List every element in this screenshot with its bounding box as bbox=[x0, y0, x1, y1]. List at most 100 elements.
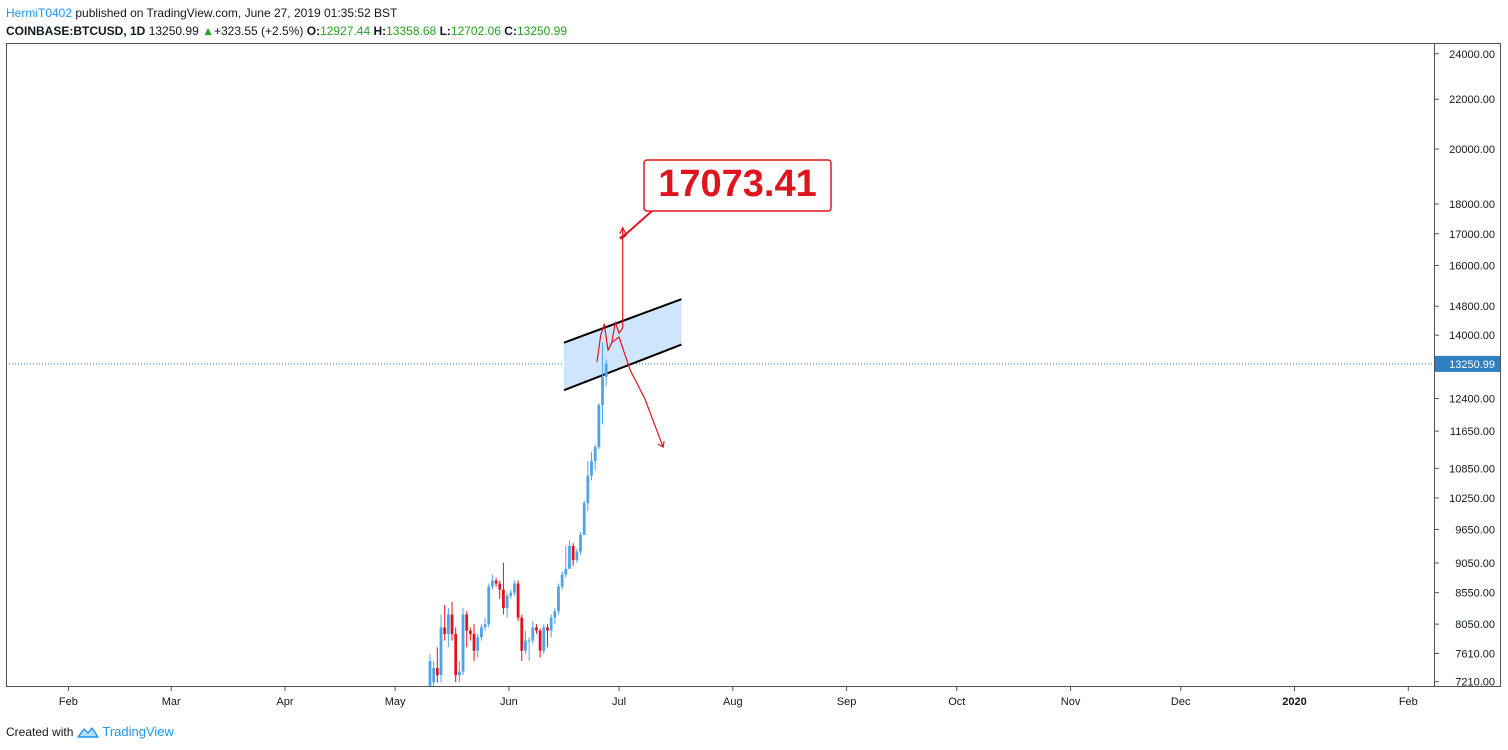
channel-fill bbox=[563, 299, 682, 391]
candle-2019-06-07 bbox=[531, 620, 535, 644]
y-tick-label: 22000.00 bbox=[1449, 94, 1495, 106]
candle-2019-06-18 bbox=[571, 543, 575, 566]
x-tick-label: Feb bbox=[59, 696, 78, 708]
candle-body bbox=[564, 568, 568, 575]
candle-2019-06-12 bbox=[549, 614, 553, 638]
candle-body bbox=[604, 363, 608, 377]
candle-body bbox=[439, 627, 443, 676]
tradingview-logo-icon bbox=[77, 726, 100, 738]
candle-2019-05-14 bbox=[443, 604, 447, 641]
y-tick-label: 8050.00 bbox=[1455, 619, 1495, 631]
candle-2019-05-18 bbox=[457, 661, 461, 683]
candle-body bbox=[542, 627, 546, 651]
publish-line: HermiT0402 published on TradingView.com,… bbox=[6, 5, 567, 21]
candle-body bbox=[432, 668, 436, 683]
candle-2019-06-20 bbox=[579, 532, 582, 555]
candle-2019-05-19 bbox=[461, 608, 465, 676]
candle-2019-05-20 bbox=[465, 611, 469, 648]
y-tick-label: 10250.00 bbox=[1449, 493, 1495, 505]
y-tick-label: 16000.00 bbox=[1449, 260, 1495, 272]
callout-pointer-tip bbox=[619, 233, 627, 240]
candle-2019-05-23 bbox=[476, 633, 480, 658]
candle-2019-06-16 bbox=[564, 545, 568, 578]
candle-2019-05-11 bbox=[432, 661, 436, 686]
candle-body bbox=[428, 661, 432, 686]
candle-2019-06-25 bbox=[597, 402, 601, 450]
y-tick-label: 9650.00 bbox=[1455, 524, 1495, 536]
candle-2019-05-26 bbox=[487, 583, 491, 628]
candle-2019-06-17 bbox=[568, 540, 571, 569]
channel-lower-line bbox=[563, 343, 682, 392]
candle-2019-06-09 bbox=[538, 628, 542, 658]
candle-2019-06-24 bbox=[593, 444, 597, 471]
up-arrow-icon: ▲ bbox=[202, 24, 214, 38]
x-tick-label: 2020 bbox=[1282, 696, 1306, 708]
candle-body bbox=[494, 580, 498, 584]
y-tick-label: 7610.00 bbox=[1455, 648, 1495, 660]
author-link[interactable]: HermiT0402 bbox=[6, 6, 73, 20]
candle-body bbox=[450, 614, 454, 634]
candle-body bbox=[454, 633, 458, 676]
candle-2019-06-21 bbox=[582, 500, 586, 535]
candle-body bbox=[590, 461, 593, 476]
candle-body bbox=[505, 595, 509, 609]
x-tick-label: Feb bbox=[1399, 696, 1418, 708]
ohlc-line: COINBASE:BTCUSD, 1D 13250.99 ▲+323.55 (+… bbox=[6, 23, 567, 39]
candle-2019-05-17 bbox=[454, 627, 458, 683]
candle-body bbox=[479, 627, 483, 638]
candle-body bbox=[568, 545, 571, 569]
candle-2019-06-14 bbox=[557, 583, 560, 615]
candle-body bbox=[520, 617, 524, 651]
candle-body bbox=[516, 583, 520, 618]
time-axis[interactable]: Feb Mar Apr May Jun Jul Aug Sep Oct Nov Dec 2020 Feb bbox=[59, 686, 1418, 708]
symbol-label: COINBASE:BTCUSD, 1D bbox=[6, 24, 146, 38]
candle-body bbox=[593, 447, 597, 462]
candle-2019-06-26 bbox=[601, 342, 604, 425]
candle-2019-05-13 bbox=[439, 614, 443, 683]
price-change: +323.55 (+2.5%) bbox=[213, 24, 304, 38]
open-label: O: bbox=[306, 24, 321, 38]
candle-2019-05-25 bbox=[483, 617, 487, 631]
candle-2019-05-30 bbox=[502, 562, 505, 615]
plot-area[interactable] bbox=[6, 43, 1435, 687]
callout-value: 17073.41 bbox=[658, 163, 817, 205]
candle-body bbox=[575, 551, 579, 561]
candle-body bbox=[597, 404, 601, 448]
candle-2019-06-13 bbox=[553, 608, 557, 625]
candles bbox=[428, 342, 608, 686]
candle-2019-05-31 bbox=[505, 592, 509, 618]
candle-body bbox=[535, 627, 538, 631]
candle-2019-05-15 bbox=[446, 608, 450, 648]
last-price: 13250.99 bbox=[148, 24, 199, 38]
candle-body bbox=[582, 503, 586, 535]
y-tick-label: 7210.00 bbox=[1455, 677, 1495, 689]
tradingview-brand-link[interactable]: TradingView bbox=[102, 724, 174, 739]
x-tick-label: Mar bbox=[162, 696, 181, 708]
callout-box bbox=[643, 159, 832, 212]
candle-2019-05-22 bbox=[472, 624, 476, 662]
candle-body bbox=[502, 589, 505, 609]
y-tick-label: 11650.00 bbox=[1450, 426, 1495, 438]
x-tick-label: Sep bbox=[837, 696, 857, 708]
callout-pointer bbox=[621, 210, 653, 239]
x-tick-label: Jun bbox=[500, 696, 518, 708]
arrow-down-icon bbox=[657, 440, 665, 449]
candle-body bbox=[549, 617, 553, 631]
close-label: C: bbox=[504, 24, 517, 38]
candle-2019-05-12 bbox=[435, 647, 439, 683]
high-label: H: bbox=[373, 24, 387, 38]
candle-body bbox=[586, 475, 590, 504]
candle-2019-06-01 bbox=[509, 589, 513, 599]
y-tick-label: 10850.00 bbox=[1449, 463, 1495, 475]
candle-body bbox=[476, 637, 480, 651]
candle-2019-06-10 bbox=[542, 624, 546, 655]
price-badge-label: 13250.99 bbox=[1449, 359, 1495, 371]
candle-2019-05-29 bbox=[498, 580, 502, 599]
y-tick-label: 20000.00 bbox=[1449, 144, 1495, 156]
candle-body bbox=[468, 630, 472, 634]
candle-body bbox=[527, 640, 531, 642]
x-tick-label: Dec bbox=[1171, 696, 1191, 708]
candle-2019-06-03 bbox=[516, 580, 520, 621]
x-tick-label: May bbox=[385, 696, 406, 708]
